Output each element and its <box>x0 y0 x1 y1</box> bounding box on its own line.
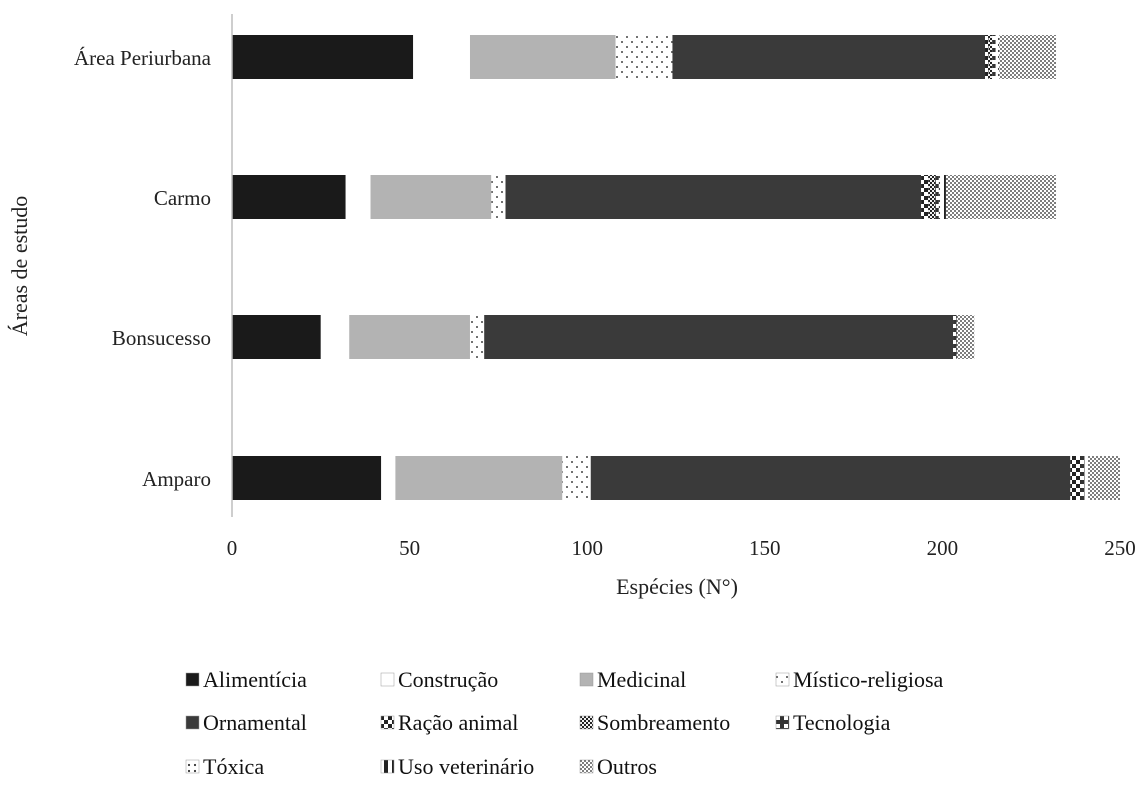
bar-segment <box>985 35 989 79</box>
bar-segment <box>956 315 975 359</box>
bar-segment <box>672 35 986 79</box>
bar-segment <box>945 175 1057 219</box>
legend-swatch <box>185 715 200 730</box>
legend-swatch <box>185 759 200 774</box>
y-tick-labels: Amparo Bonsucesso Carmo Área Periurbana <box>74 46 212 491</box>
bar-segment <box>1084 456 1089 500</box>
x-tick-label: 0 <box>227 536 238 560</box>
legend-label: Místico-religiosa <box>793 667 944 692</box>
bar-segment <box>345 175 371 219</box>
legend-label: Construção <box>398 667 498 692</box>
bar-segment <box>232 175 346 219</box>
legend-item: Medicinal <box>579 667 686 692</box>
bar-segment <box>935 175 939 219</box>
x-tick-label: 50 <box>399 536 420 560</box>
legend-label: Tóxica <box>203 754 264 779</box>
bar-segment <box>1080 456 1085 500</box>
y-tick-label: Bonsucesso <box>112 326 211 350</box>
legend-label: Tecnologia <box>793 710 891 735</box>
legend-label: Ração animal <box>398 710 518 735</box>
legend-item: Ração animal <box>380 710 518 735</box>
bar-segment <box>995 35 1000 79</box>
legend-item: Sombreamento <box>579 710 730 735</box>
legend-label: Alimentícia <box>203 667 307 692</box>
legend-label: Sombreamento <box>597 710 730 735</box>
bar-segment <box>1070 456 1081 500</box>
bar-segment <box>505 175 922 219</box>
bar-segment <box>232 456 382 500</box>
legend-label: Ornamental <box>203 710 307 735</box>
legend-swatch <box>380 759 395 774</box>
bar-segment <box>942 175 946 219</box>
bar-segment <box>484 315 954 359</box>
x-axis-title: Espécies (N°) <box>616 574 738 599</box>
legend-item: Construção <box>380 667 498 692</box>
bar-segment <box>999 35 1057 79</box>
x-tick-labels: 0 50 100 150 200 250 <box>227 536 1136 560</box>
bar-segment <box>491 175 506 219</box>
y-tick-label: Amparo <box>142 467 211 491</box>
legend-swatch <box>579 672 594 687</box>
legend-item: Outros <box>579 754 657 779</box>
bar-segment <box>370 175 492 219</box>
legend-item: Uso veterinário <box>380 754 534 779</box>
bar-segment <box>320 315 350 359</box>
bar-segment <box>469 315 485 359</box>
bar-segment <box>992 35 996 79</box>
legend-label: Uso veterinário <box>398 754 534 779</box>
bar-segment <box>381 456 396 500</box>
x-tick-label: 150 <box>749 536 781 560</box>
bar-segment <box>938 175 943 219</box>
bar-segment <box>928 175 936 219</box>
y-axis-title: Áreas de estudo <box>7 196 32 337</box>
legend-swatch <box>775 672 790 687</box>
legend-swatch <box>380 715 395 730</box>
bar-segment <box>953 315 957 359</box>
bar-segment <box>469 35 616 79</box>
bar-segment <box>413 35 470 79</box>
bar-segment <box>395 456 563 500</box>
legend-swatch <box>579 759 594 774</box>
y-tick-label: Carmo <box>154 186 211 210</box>
legend: Alimentícia Construção Medicinal Místico-re… <box>185 667 944 779</box>
bar-segment <box>562 456 591 500</box>
bar-segment <box>349 315 470 359</box>
x-tick-label: 200 <box>927 536 959 560</box>
legend-label: Medicinal <box>597 667 686 692</box>
legend-item: Tóxica <box>185 754 264 779</box>
legend-label: Outros <box>597 754 657 779</box>
bars-layer <box>232 35 1120 500</box>
y-tick-label: Área Periurbana <box>74 46 212 70</box>
x-tick-label: 250 <box>1104 536 1136 560</box>
x-tick-label: 100 <box>571 536 603 560</box>
legend-item: Místico-religiosa <box>775 667 944 692</box>
bar-segment <box>590 456 1071 500</box>
legend-item: Alimentícia <box>185 667 307 692</box>
legend-item: Ornamental <box>185 710 307 735</box>
legend-swatch <box>579 715 594 730</box>
legend-item: Tecnologia <box>775 710 891 735</box>
bar-segment <box>232 315 321 359</box>
bar-segment <box>615 35 673 79</box>
bar-segment <box>921 175 929 219</box>
bar-segment <box>232 35 414 79</box>
legend-swatch <box>775 715 790 730</box>
bar-segment <box>1088 456 1120 500</box>
legend-swatch <box>380 672 395 687</box>
legend-swatch <box>185 672 200 687</box>
bar-segment <box>988 35 993 79</box>
